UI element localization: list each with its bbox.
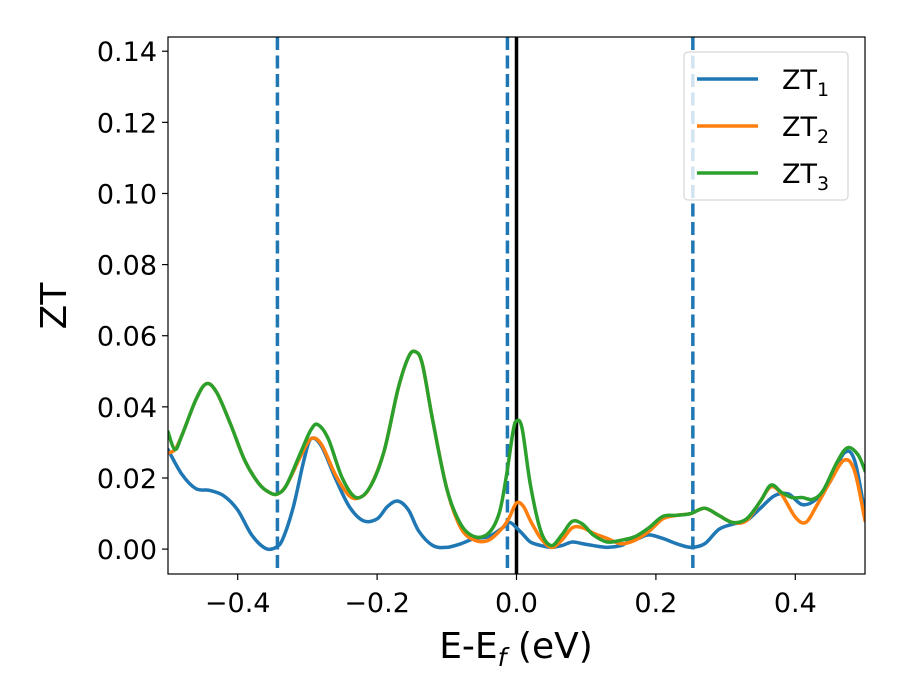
legend: ZT1 ZT2 ZT3 — [683, 51, 849, 201]
reference-lines — [275, 37, 695, 574]
x-tick-label: 0.4 — [774, 588, 817, 619]
x-tick-label: 0.2 — [634, 588, 677, 619]
series-lines — [168, 349, 865, 552]
x-axis-title-unit: (eV) — [506, 626, 592, 667]
y-tick-label: 0.02 — [97, 464, 157, 495]
x-axis-title: E-Ef (eV) — [439, 626, 593, 672]
y-tick-label: 0.10 — [97, 179, 157, 210]
series-line-zt3 — [168, 349, 865, 548]
legend-label-zt3: ZT3 — [782, 159, 829, 195]
y-tick-label: 0.08 — [97, 251, 157, 282]
y-tick-label: 0.06 — [97, 322, 157, 353]
y-axis-ticks: 0.00 0.02 0.04 0.06 0.08 0.10 0.12 0.14 — [97, 37, 168, 566]
y-tick-label: 0.04 — [97, 393, 157, 424]
y-tick-label: 0.00 — [97, 535, 157, 566]
x-axis-title-main: E-E — [439, 626, 497, 667]
legend-box — [683, 51, 849, 201]
x-tick-label: 0.0 — [495, 588, 538, 619]
x-tick-label: −0.4 — [205, 588, 271, 619]
x-axis-ticks: −0.4 −0.2 0.0 0.2 0.4 — [205, 574, 817, 619]
y-axis-title: ZT — [34, 282, 75, 330]
y-tick-label: 0.12 — [97, 108, 157, 139]
x-tick-label: −0.2 — [344, 588, 410, 619]
legend-label-zt1: ZT1 — [782, 65, 829, 101]
y-tick-label: 0.14 — [97, 37, 157, 68]
legend-label-zt2: ZT2 — [782, 112, 829, 148]
